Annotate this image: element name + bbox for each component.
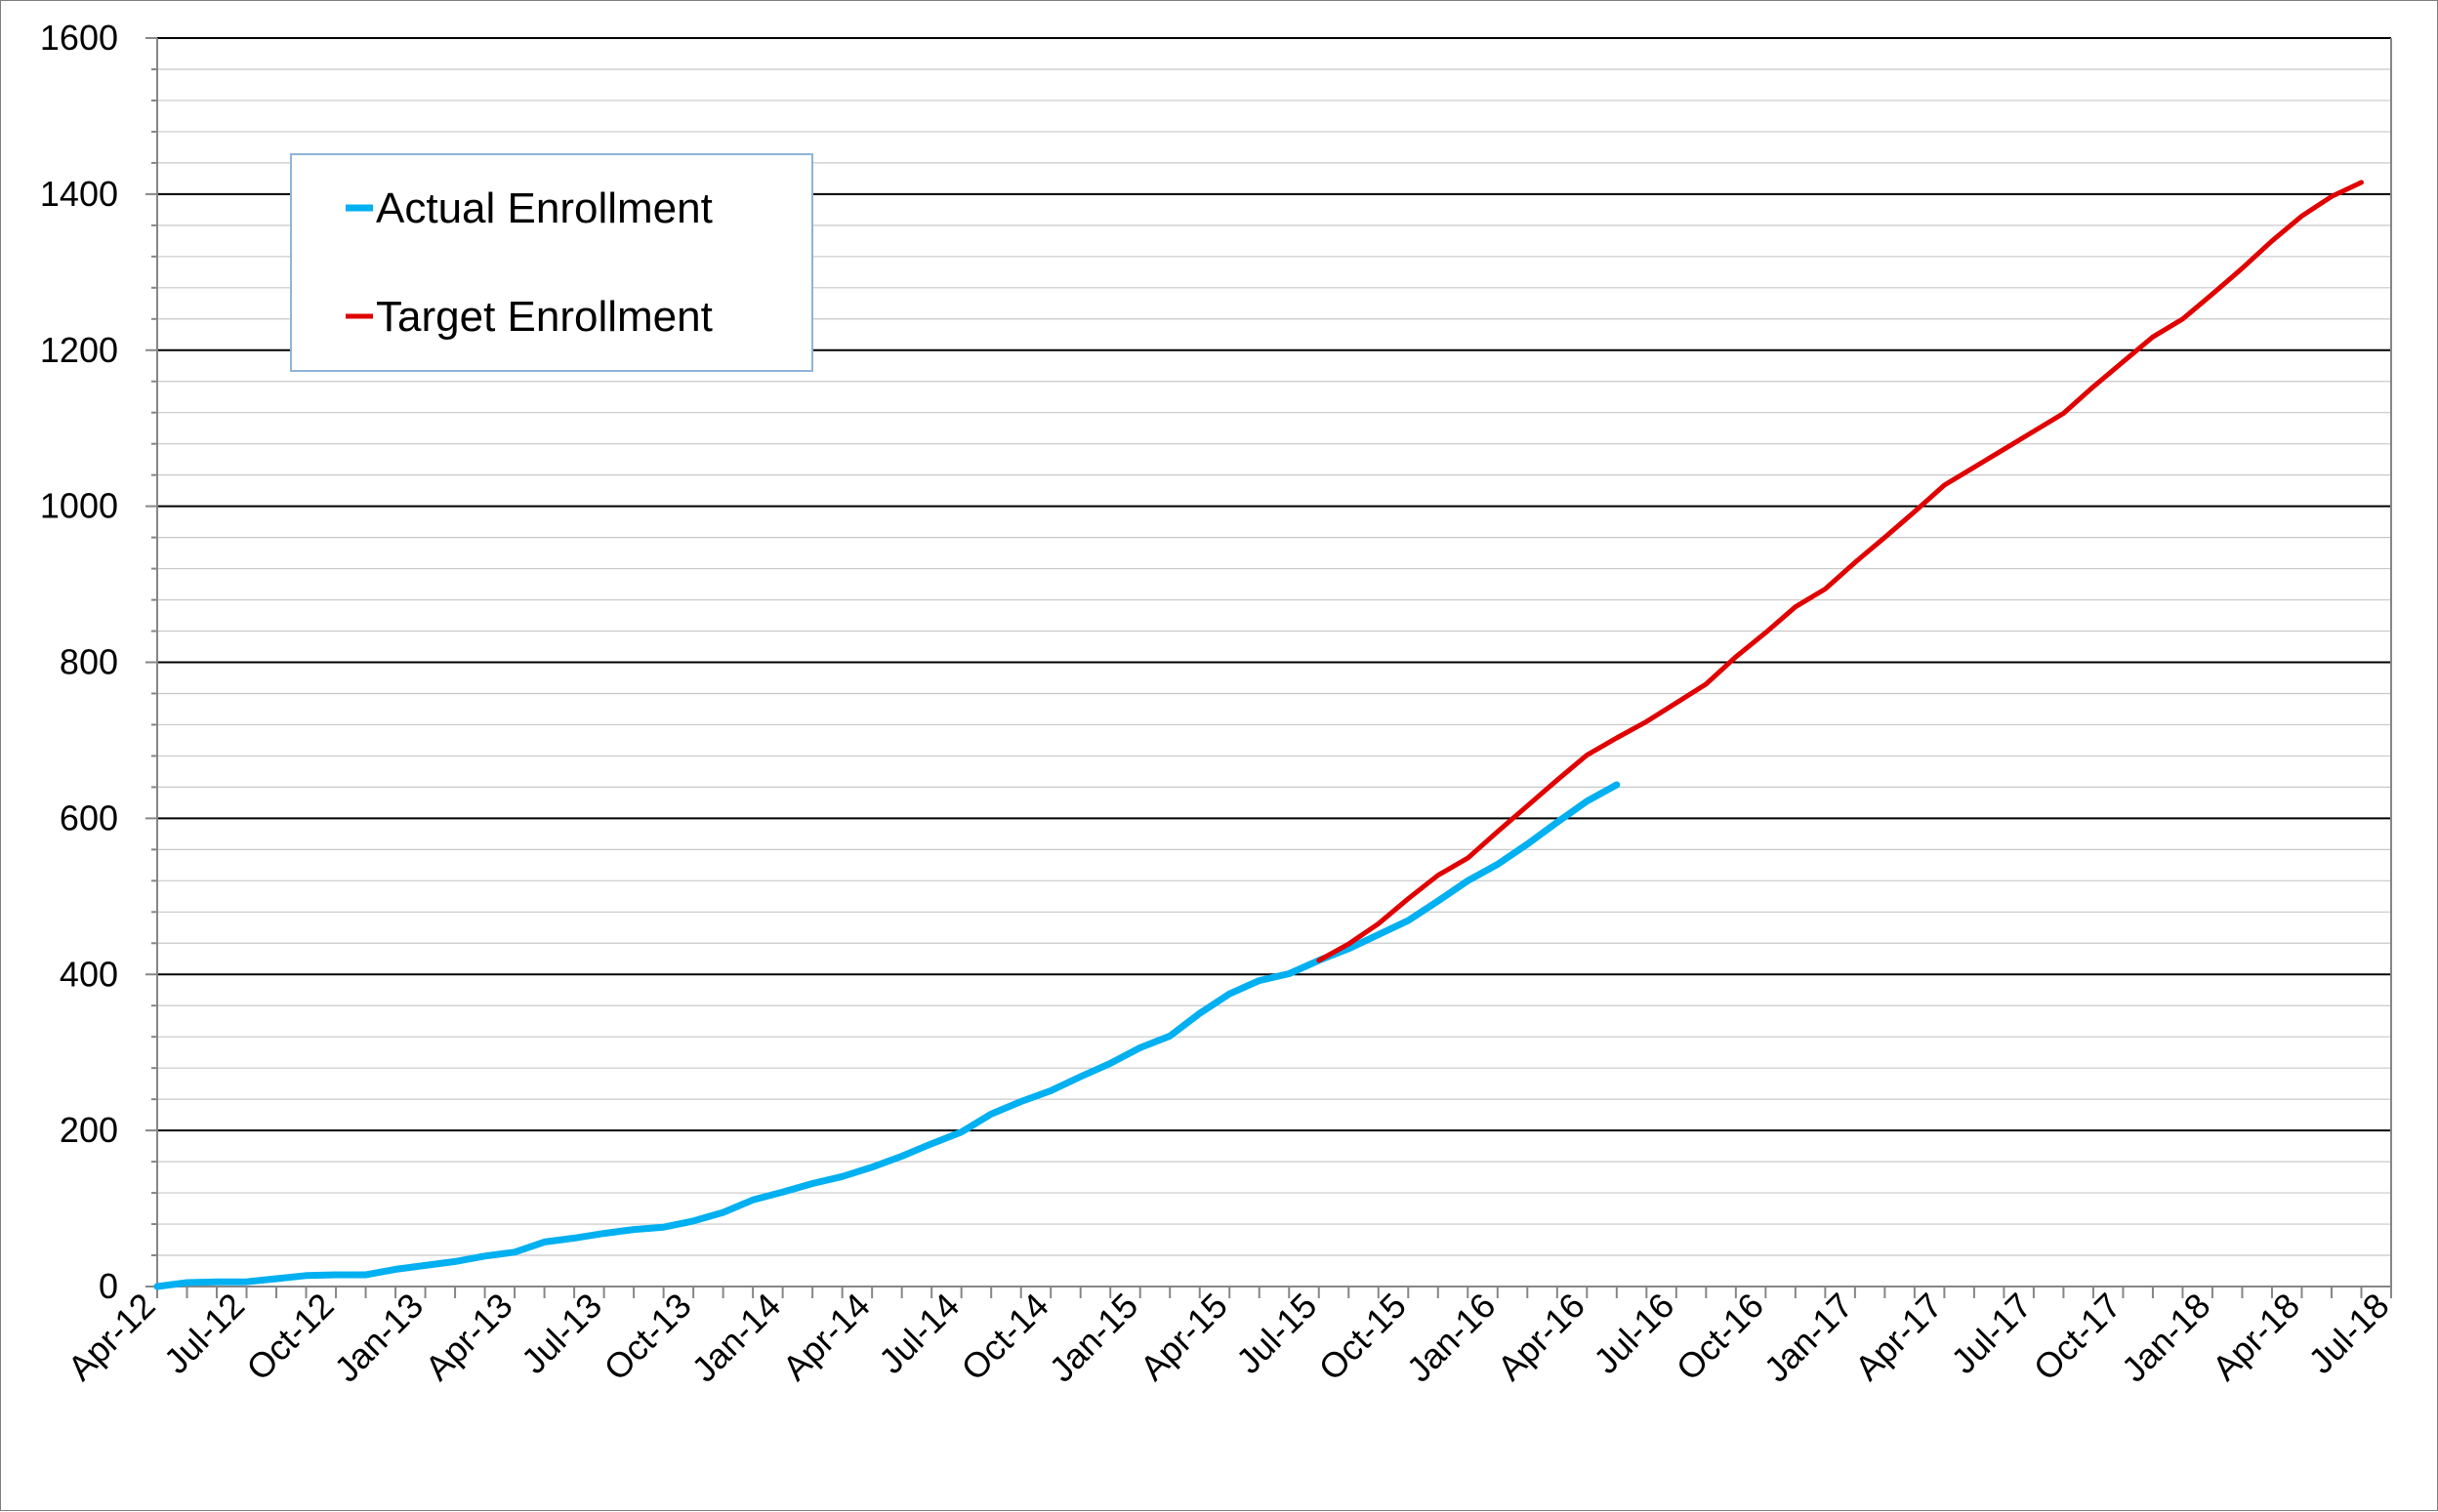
- y-tick-label: 1200: [40, 330, 118, 370]
- y-tick-label: 1000: [40, 486, 118, 526]
- series-lines: [153, 180, 2364, 1290]
- x-tick-label: Jul-15: [1228, 1286, 1324, 1381]
- y-tick-label: 800: [60, 642, 118, 682]
- x-tick-label: Jan-18: [2114, 1286, 2218, 1390]
- series-line-actual: [153, 781, 1621, 1290]
- x-tick-label: Jul-18: [2300, 1286, 2396, 1381]
- y-tick-label: 1400: [40, 174, 118, 214]
- x-tick-label: Apr-13: [417, 1286, 519, 1388]
- x-tick-label: Jul-12: [156, 1286, 252, 1381]
- minor-gridlines: [157, 68, 2391, 1256]
- x-tick-label: Oct-17: [2026, 1286, 2128, 1388]
- x-tick-label: Oct-12: [238, 1286, 341, 1388]
- y-tick-label: 0: [99, 1266, 118, 1306]
- legend: Actual Enrollment Target Enrollment: [290, 153, 813, 372]
- x-axis-tick-labels: Apr-12Jul-12Oct-12Jan-13Apr-13Jul-13Oct-…: [60, 1286, 2396, 1390]
- x-tick-label: Oct-13: [596, 1286, 698, 1388]
- y-tick-label: 200: [60, 1110, 118, 1150]
- x-tick-label: Jul-14: [871, 1286, 967, 1381]
- x-tick-label: Apr-15: [1132, 1286, 1234, 1388]
- x-tick-label: Oct-16: [1669, 1286, 1771, 1388]
- x-tick-label: Jan-16: [1399, 1286, 1504, 1390]
- y-axis-tick-labels: 0 200 400 600 800 1000 1200 1400 1600: [40, 18, 118, 1306]
- x-tick-label: Oct-15: [1311, 1286, 1414, 1388]
- x-tick-label: Apr-17: [1847, 1286, 1950, 1388]
- x-tick-label: Jan-14: [683, 1286, 788, 1390]
- x-tick-label: Jan-13: [326, 1286, 431, 1390]
- legend-box: [290, 153, 813, 372]
- x-tick-label: Jul-17: [1943, 1286, 2039, 1381]
- x-tick-label: Apr-14: [774, 1286, 877, 1388]
- x-tick-label: Apr-16: [1490, 1286, 1592, 1388]
- axes: [145, 37, 2392, 1298]
- y-tick-label: 600: [60, 797, 118, 838]
- legend-label-actual: Actual Enrollment: [376, 184, 713, 232]
- y-tick-label: 1600: [40, 18, 118, 58]
- series-line-target: [1316, 180, 2364, 963]
- x-tick-label: Oct-14: [953, 1286, 1055, 1388]
- x-tick-label: Jan-17: [1756, 1286, 1861, 1390]
- legend-label-target: Target Enrollment: [376, 293, 713, 341]
- x-tick-label: Jan-15: [1042, 1286, 1146, 1390]
- x-tick-label: Apr-18: [2205, 1286, 2307, 1388]
- x-tick-label: Jul-16: [1586, 1286, 1681, 1381]
- y-tick-label: 400: [60, 954, 118, 994]
- x-tick-label: Jul-13: [514, 1286, 609, 1381]
